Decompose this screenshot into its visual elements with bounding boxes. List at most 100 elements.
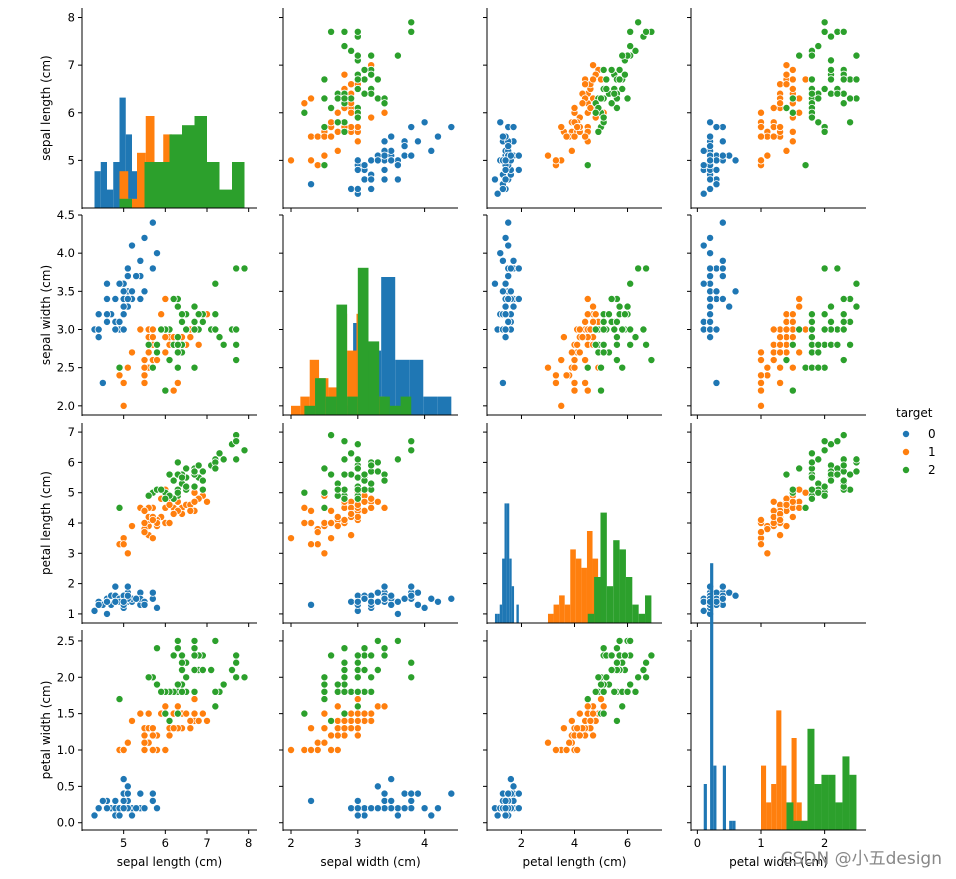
scatter-point-class-0 xyxy=(387,146,396,155)
scatter-point-class-2 xyxy=(333,485,342,494)
scatter-point-class-2 xyxy=(393,455,402,464)
scatter-point-class-0 xyxy=(98,796,107,805)
scatter-point-class-2 xyxy=(173,340,182,349)
scatter-point-class-1 xyxy=(136,709,145,718)
scatter-point-class-0 xyxy=(699,189,708,198)
scatter-point-class-0 xyxy=(132,272,141,281)
scatter-point-class-0 xyxy=(433,132,442,141)
hist-bar-class-2 xyxy=(347,396,358,415)
scatter-point-class-2 xyxy=(177,651,186,660)
scatter-point-class-0 xyxy=(393,804,402,813)
scatter-point-class-2 xyxy=(839,27,848,36)
scatter-point-class-0 xyxy=(407,591,416,600)
scatter-point-class-0 xyxy=(393,609,402,618)
hist-bar-class-1 xyxy=(564,604,571,623)
scatter-point-class-1 xyxy=(575,731,584,740)
scatter-point-class-2 xyxy=(353,27,362,36)
scatter-point-class-2 xyxy=(820,27,829,36)
scatter-point-class-2 xyxy=(320,94,329,103)
scatter-point-class-2 xyxy=(190,302,199,311)
scatter-point-class-1 xyxy=(776,348,785,357)
scatter-point-class-2 xyxy=(393,636,402,645)
scatter-point-class-2 xyxy=(198,666,207,675)
scatter-point-class-2 xyxy=(173,488,182,497)
hist-bar-class-2 xyxy=(625,577,633,623)
scatter-point-class-2 xyxy=(320,695,329,704)
scatter-point-class-1 xyxy=(581,80,590,89)
scatter-point-class-0 xyxy=(407,123,416,132)
scatter-point-class-0 xyxy=(148,796,157,805)
scatter-point-class-2 xyxy=(347,449,356,458)
scatter-point-class-1 xyxy=(190,709,199,718)
scatter-point-class-1 xyxy=(353,137,362,146)
scatter-point-class-0 xyxy=(712,165,721,174)
scatter-point-class-0 xyxy=(353,796,362,805)
scatter-point-class-0 xyxy=(504,272,513,281)
scatter-point-class-0 xyxy=(360,594,369,603)
y-axis-title: sepal width (cm) xyxy=(39,265,53,365)
scatter-point-class-0 xyxy=(111,325,120,334)
scatter-point-class-0 xyxy=(360,161,369,170)
scatter-point-class-0 xyxy=(367,597,376,606)
scatter-point-class-0 xyxy=(718,264,727,273)
scatter-point-class-0 xyxy=(373,156,382,165)
scatter-point-class-1 xyxy=(115,371,124,380)
y-tick-label: 2.5 xyxy=(57,634,75,648)
scatter-point-class-2 xyxy=(177,658,186,667)
scatter-point-class-1 xyxy=(769,356,778,365)
scatter-point-class-2 xyxy=(232,325,241,334)
scatter-point-class-2 xyxy=(597,363,606,372)
hist-bar-class-0 xyxy=(703,784,707,830)
scatter-point-class-1 xyxy=(327,731,336,740)
scatter-point-class-2 xyxy=(152,348,161,357)
scatter-point-class-2 xyxy=(827,476,836,485)
hist-bar-class-0 xyxy=(713,765,717,830)
scatter-point-class-2 xyxy=(820,127,829,136)
scatter-point-class-2 xyxy=(839,325,848,334)
scatter-point-class-2 xyxy=(612,356,621,365)
scatter-point-class-2 xyxy=(407,658,416,667)
hist-bar-class-2 xyxy=(619,549,626,623)
legend-marker-1 xyxy=(902,447,911,456)
x-tick-label: 6 xyxy=(162,836,169,850)
scatter-point-class-2 xyxy=(211,310,220,319)
scatter-point-class-2 xyxy=(407,673,416,682)
scatter-point-class-2 xyxy=(115,363,124,372)
scatter-point-class-2 xyxy=(353,673,362,682)
scatter-point-class-0 xyxy=(413,137,422,146)
scatter-point-class-0 xyxy=(420,603,429,612)
scatter-point-class-0 xyxy=(132,594,141,603)
scatter-point-class-1 xyxy=(795,348,804,357)
scatter-point-class-0 xyxy=(353,597,362,606)
scatter-point-class-2 xyxy=(599,348,608,357)
scatter-point-class-0 xyxy=(504,294,513,303)
hist-bar-class-0 xyxy=(423,396,438,415)
scatter-point-class-0 xyxy=(367,184,376,193)
scatter-point-class-1 xyxy=(161,702,170,711)
scatter-point-class-0 xyxy=(132,804,141,813)
scatter-point-class-2 xyxy=(807,333,816,342)
scatter-point-class-1 xyxy=(788,497,797,506)
scatter-point-class-1 xyxy=(557,401,566,410)
scatter-point-class-1 xyxy=(320,709,329,718)
scatter-point-class-2 xyxy=(157,485,166,494)
scatter-point-class-2 xyxy=(190,644,199,653)
scatter-point-class-0 xyxy=(504,218,513,227)
scatter-point-class-2 xyxy=(232,437,241,446)
panel-r1-c2 xyxy=(483,214,662,419)
scatter-point-class-2 xyxy=(353,75,362,84)
scatter-point-class-0 xyxy=(498,256,507,265)
x-tick-label: 5 xyxy=(120,836,127,850)
scatter-point-class-1 xyxy=(287,746,296,755)
scatter-point-class-0 xyxy=(90,811,99,820)
scatter-point-class-2 xyxy=(788,485,797,494)
scatter-point-class-1 xyxy=(769,132,778,141)
scatter-point-class-1 xyxy=(573,724,582,733)
scatter-point-class-2 xyxy=(353,464,362,473)
scatter-point-class-2 xyxy=(373,458,382,467)
scatter-point-class-0 xyxy=(699,606,708,615)
scatter-point-class-2 xyxy=(833,264,842,273)
scatter-point-class-0 xyxy=(123,272,132,281)
scatter-point-class-0 xyxy=(514,294,523,303)
scatter-point-class-2 xyxy=(232,356,241,365)
